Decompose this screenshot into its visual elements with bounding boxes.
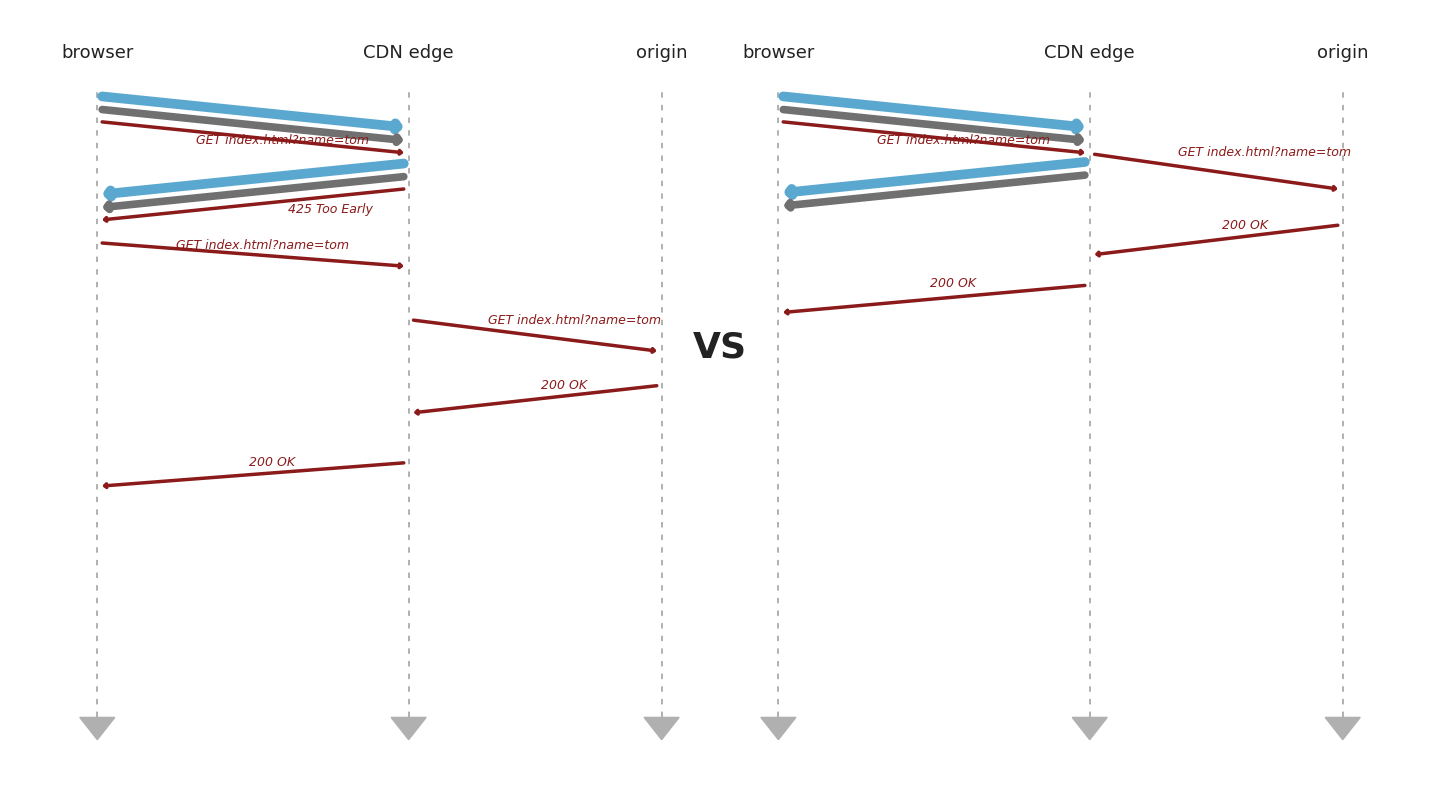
Text: GET index.html?name=tom: GET index.html?name=tom: [488, 313, 661, 326]
Text: GET index.html?name=tom: GET index.html?name=tom: [176, 239, 350, 252]
Text: CDN edge: CDN edge: [363, 44, 454, 62]
Text: CDN edge: CDN edge: [1044, 44, 1135, 62]
Text: origin: origin: [1318, 44, 1368, 62]
Text: GET index.html?name=tom: GET index.html?name=tom: [877, 134, 1050, 147]
Text: origin: origin: [636, 44, 687, 62]
Text: VS: VS: [693, 330, 747, 364]
Polygon shape: [1073, 718, 1107, 740]
Polygon shape: [644, 718, 680, 740]
Text: GET index.html?name=tom: GET index.html?name=tom: [1178, 147, 1351, 160]
Polygon shape: [392, 718, 426, 740]
Text: 200 OK: 200 OK: [1223, 219, 1269, 232]
Text: GET index.html?name=tom: GET index.html?name=tom: [196, 134, 369, 147]
Text: browser: browser: [742, 44, 815, 62]
Polygon shape: [79, 718, 115, 740]
Text: 425 Too Early: 425 Too Early: [288, 203, 373, 216]
Text: 200 OK: 200 OK: [541, 379, 588, 392]
Text: 200 OK: 200 OK: [930, 277, 976, 291]
Text: 200 OK: 200 OK: [249, 456, 295, 469]
Text: browser: browser: [60, 44, 134, 62]
Polygon shape: [760, 718, 796, 740]
Polygon shape: [1325, 718, 1361, 740]
